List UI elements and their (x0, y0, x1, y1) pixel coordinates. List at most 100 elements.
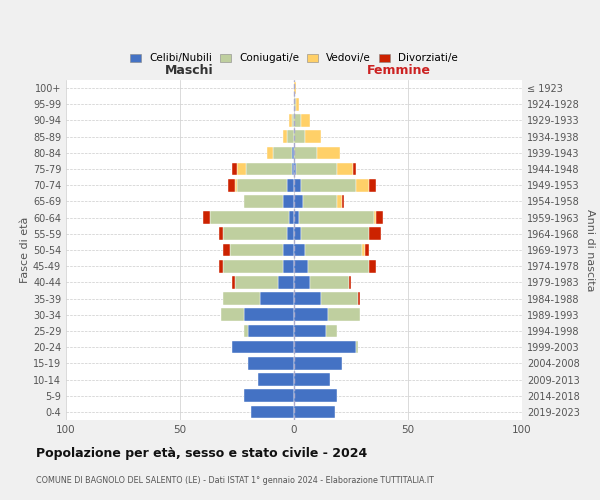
Bar (294, 373, 331, 386)
Bar (235, 179, 237, 192)
Bar (283, 244, 294, 256)
Bar (342, 195, 344, 207)
Bar (287, 179, 294, 192)
Bar (362, 244, 365, 256)
Bar (244, 324, 248, 338)
Bar (287, 130, 294, 143)
Bar (294, 114, 301, 127)
Bar (294, 228, 301, 240)
Bar (283, 260, 294, 272)
Bar (305, 244, 362, 256)
Bar (235, 276, 278, 288)
Bar (294, 130, 305, 143)
Bar (232, 341, 294, 353)
Bar (294, 341, 356, 353)
Bar (328, 308, 360, 321)
Bar (219, 228, 223, 240)
Bar (294, 82, 296, 94)
Bar (257, 373, 294, 386)
Bar (301, 179, 356, 192)
Bar (294, 212, 299, 224)
Bar (266, 146, 274, 159)
Bar (244, 195, 283, 207)
Bar (223, 292, 260, 305)
Bar (308, 260, 369, 272)
Bar (283, 195, 294, 207)
Text: Maschi: Maschi (165, 64, 214, 76)
Bar (221, 308, 244, 321)
Bar (294, 146, 317, 159)
Bar (283, 130, 287, 143)
Bar (289, 114, 292, 127)
Bar (353, 162, 356, 175)
Bar (230, 244, 283, 256)
Legend: Celibi/Nubili, Coniugati/e, Vedovi/e, Divorziati/e: Celibi/Nubili, Coniugati/e, Vedovi/e, Di… (128, 51, 460, 66)
Bar (294, 308, 328, 321)
Bar (248, 357, 294, 370)
Bar (223, 228, 287, 240)
Bar (296, 162, 337, 175)
Bar (294, 324, 326, 338)
Bar (228, 179, 235, 192)
Bar (232, 276, 235, 288)
Bar (374, 212, 376, 224)
Bar (203, 212, 209, 224)
Bar (356, 179, 369, 192)
Bar (358, 292, 360, 305)
Bar (369, 260, 376, 272)
Bar (274, 146, 292, 159)
Bar (294, 357, 342, 370)
Bar (248, 324, 294, 338)
Bar (294, 98, 296, 110)
Bar (301, 114, 310, 127)
Text: Femmine: Femmine (367, 64, 431, 76)
Bar (299, 212, 374, 224)
Bar (337, 195, 342, 207)
Bar (296, 98, 299, 110)
Bar (289, 212, 294, 224)
Bar (337, 162, 353, 175)
Bar (301, 228, 369, 240)
Bar (244, 390, 294, 402)
Bar (237, 162, 246, 175)
Bar (237, 179, 287, 192)
Bar (376, 212, 383, 224)
Bar (305, 130, 322, 143)
Bar (322, 292, 358, 305)
Bar (294, 179, 301, 192)
Bar (369, 179, 376, 192)
Bar (294, 260, 308, 272)
Bar (369, 228, 380, 240)
Bar (310, 276, 349, 288)
Bar (246, 162, 292, 175)
Bar (260, 292, 294, 305)
Bar (294, 390, 337, 402)
Bar (292, 146, 294, 159)
Bar (292, 162, 294, 175)
Bar (349, 276, 351, 288)
Bar (294, 292, 322, 305)
Bar (223, 244, 230, 256)
Bar (223, 260, 283, 272)
Text: COMUNE DI BAGNOLO DEL SALENTO (LE) - Dati ISTAT 1° gennaio 2024 - Elaborazione T: COMUNE DI BAGNOLO DEL SALENTO (LE) - Dat… (36, 476, 434, 485)
Bar (294, 276, 310, 288)
Bar (219, 260, 223, 272)
Bar (294, 162, 296, 175)
Bar (294, 195, 303, 207)
Bar (232, 162, 237, 175)
Bar (303, 195, 337, 207)
Bar (294, 244, 305, 256)
Text: Popolazione per età, sesso e stato civile - 2024: Popolazione per età, sesso e stato civil… (36, 448, 367, 460)
Bar (278, 276, 294, 288)
Y-axis label: Fasce di età: Fasce di età (20, 217, 30, 283)
Bar (251, 406, 294, 418)
Bar (326, 324, 337, 338)
Bar (287, 228, 294, 240)
Bar (356, 341, 358, 353)
Y-axis label: Anni di nascita: Anni di nascita (585, 209, 595, 291)
Bar (209, 212, 289, 224)
Bar (294, 406, 335, 418)
Bar (244, 308, 294, 321)
Bar (365, 244, 369, 256)
Bar (317, 146, 340, 159)
